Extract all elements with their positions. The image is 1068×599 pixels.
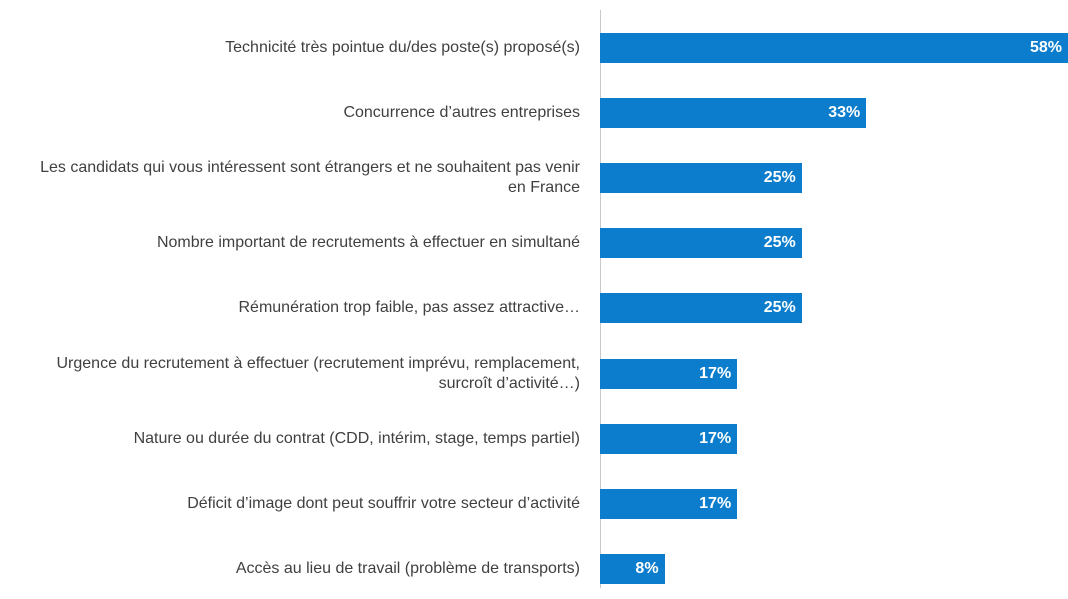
- bar: 25%: [600, 293, 802, 324]
- bar: 8%: [600, 553, 665, 584]
- value-label: 25%: [763, 299, 796, 317]
- value-label: 25%: [763, 169, 796, 187]
- bar: 58%: [600, 33, 1068, 63]
- category-text: Technicité très pointue du/des poste(s) …: [225, 39, 580, 56]
- category-text: Les candidats qui vous intéressent sont …: [40, 159, 580, 197]
- category-text: Rémunération trop faible, pas assez attr…: [238, 299, 581, 317]
- bar: 33%: [600, 98, 867, 129]
- value-label: 58%: [1029, 39, 1062, 56]
- category-text: Urgence du recrutement à effectuer (recr…: [56, 354, 581, 392]
- bar: 25%: [600, 228, 802, 259]
- value-label: 8%: [635, 559, 659, 577]
- category-label: Rémunération trop faible, pas assez attr…: [0, 278, 581, 338]
- category-label: Nature ou durée du contrat (CDD, intérim…: [0, 409, 580, 469]
- category-text: Déficit d’image dont peut souffrir votre…: [187, 494, 580, 512]
- category-label: Accès au lieu de travail (problème de tr…: [0, 539, 580, 599]
- category-text: Concurrence d’autres entreprises: [343, 104, 580, 122]
- value-label: 17%: [699, 364, 732, 382]
- bar: 25%: [600, 163, 802, 194]
- category-text: Accès au lieu de travail (problème de tr…: [235, 559, 580, 577]
- value-label: 33%: [828, 104, 861, 122]
- bar: 17%: [600, 488, 738, 519]
- bar: 17%: [600, 358, 738, 389]
- category-label: Les candidats qui vous intéressent sont …: [0, 148, 580, 208]
- category-label: Technicité très pointue du/des poste(s) …: [0, 18, 580, 78]
- value-label: 25%: [763, 234, 796, 252]
- category-label: Déficit d’image dont peut souffrir votre…: [0, 474, 580, 534]
- category-label: Concurrence d’autres entreprises: [0, 83, 580, 143]
- value-label: 17%: [699, 494, 732, 512]
- category-label: Nombre important de recrutements à effec…: [0, 213, 580, 273]
- bar: 17%: [600, 423, 738, 454]
- category-text: Nature ou durée du contrat (CDD, intérim…: [133, 429, 580, 447]
- category-label: Urgence du recrutement à effectuer (recr…: [0, 344, 581, 404]
- category-text: Nombre important de recrutements à effec…: [156, 234, 580, 252]
- value-label: 17%: [699, 429, 732, 447]
